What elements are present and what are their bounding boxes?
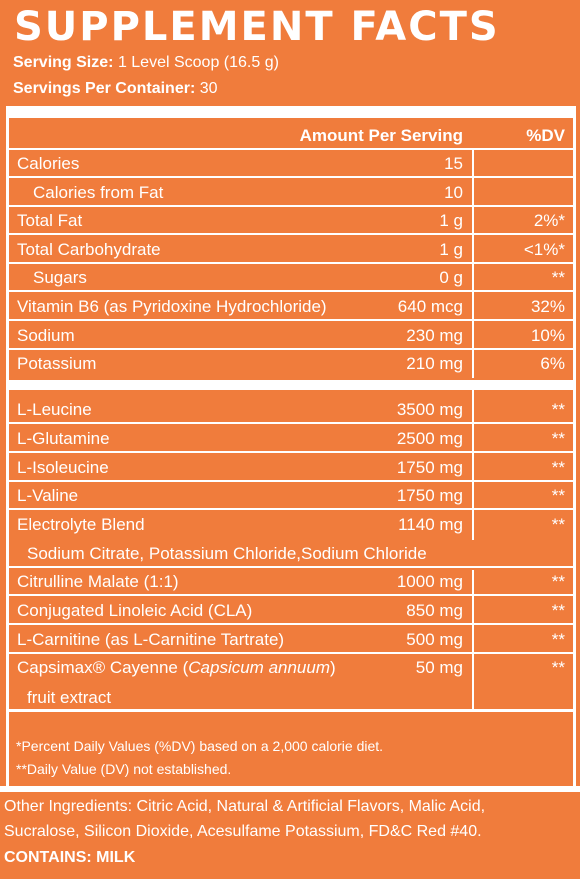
table-row: Citrulline Malate (1:1) 1000 mg **	[9, 568, 573, 596]
ingredient-amount: 850 mg	[406, 600, 463, 620]
ingredient-dv: **	[551, 457, 565, 477]
ingredient-dv: **	[551, 428, 565, 448]
table-row: Total Fat 1 g 2%*	[9, 207, 573, 236]
ingredient-amount: 1750 mg	[396, 457, 463, 477]
table-row: Calories 15	[9, 150, 573, 178]
ingredient-dv: **	[551, 486, 565, 506]
ingredient-name: Citrulline Malate (1:1)	[17, 572, 179, 591]
electrolyte-sub-ingredients: Sodium Citrate, Potassium Chloride,Sodiu…	[27, 544, 427, 563]
ingredient-dv: 10%	[530, 325, 565, 345]
ingredient-name: L-Valine	[17, 486, 79, 506]
table-row: Capsimax® Cayenne (Capsicum annuum) frui…	[9, 654, 573, 712]
ingredient-name: Calories	[17, 154, 80, 173]
ingredient-dv: **	[551, 400, 565, 419]
table-row: Total Carbohydrate 1 g <1%*	[9, 236, 573, 264]
other-ingredients-line2: Sucralose, Silicon Dioxide, Acesulfame P…	[4, 823, 482, 840]
column-divider	[472, 570, 474, 712]
ingredient-name: Calories from Fat	[33, 182, 164, 202]
ingredient-name: Total Carbohydrate	[17, 239, 161, 259]
column-divider	[472, 390, 474, 540]
servings-value: 30	[199, 80, 218, 97]
page-title: SUPPLEMENT FACTS	[14, 4, 500, 50]
table-row: L-Valine 1750 mg **	[9, 482, 573, 511]
ingredient-dv: 2%*	[533, 211, 565, 231]
other-ingredients-line1: Other Ingredients: Citric Acid, Natural …	[4, 798, 486, 815]
bottom-divider	[0, 786, 580, 792]
serving-size-value: 1 Level Scoop (16.5 g)	[117, 54, 279, 71]
ingredient-dv: **	[551, 629, 565, 649]
ingredient-name: L-Leucine	[17, 400, 92, 419]
ingredient-dv: <1%*	[523, 239, 565, 259]
table-row: Potassium 210 mg 6%	[9, 350, 573, 378]
ingredient-name: Sugars	[33, 268, 87, 288]
capsimax-name-italic: Capsicum annuum	[188, 658, 331, 677]
header-amount: Amount Per Serving	[299, 126, 463, 145]
table-row: L-Leucine 3500 mg **	[9, 396, 573, 424]
ingredient-amount: 1750 mg	[396, 486, 463, 506]
table-row: L-Isoleucine 1750 mg **	[9, 454, 573, 482]
table-row: Sugars 0 g **	[9, 264, 573, 293]
table-row: Sodium Citrate, Potassium Chloride,Sodiu…	[9, 540, 573, 568]
ingredient-name: Electrolyte Blend	[17, 515, 145, 535]
footnote-dv: *Percent Daily Values (%DV) based on a 2…	[16, 738, 384, 754]
ingredient-dv: **	[551, 600, 565, 620]
capsimax-line2: fruit extract	[27, 688, 112, 707]
footnote-dv-not-established: **Daily Value (DV) not established.	[16, 761, 232, 777]
ingredient-dv: **	[551, 268, 565, 288]
column-divider	[472, 150, 474, 378]
capsimax-name-suffix: )	[330, 658, 336, 677]
facts-table-border	[6, 118, 576, 786]
serving-size: Serving Size: 1 Level Scoop (16.5 g)	[13, 53, 279, 73]
ingredient-amount: 1 g	[439, 211, 463, 231]
ingredient-name: L-Isoleucine	[17, 457, 109, 477]
servings-label: Servings Per Container:	[13, 80, 196, 97]
ingredient-name: Sodium	[17, 325, 75, 345]
section-divider	[9, 380, 573, 390]
ingredient-dv: **	[551, 572, 565, 591]
capsimax-dv: **	[551, 658, 565, 677]
ingredient-amount: 2500 mg	[396, 428, 463, 448]
table-row: L-Glutamine 2500 mg **	[9, 425, 573, 453]
servings-per-container: Servings Per Container: 30	[13, 79, 218, 99]
table-row: Electrolyte Blend 1140 mg **	[9, 511, 573, 539]
table-row: Sodium 230 mg 10%	[9, 322, 573, 350]
ingredient-amount: 500 mg	[406, 629, 463, 649]
ingredient-dv: **	[551, 515, 565, 535]
ingredient-amount: 230 mg	[406, 325, 463, 345]
ingredient-name: L-Glutamine	[17, 428, 110, 448]
ingredient-amount: 10	[444, 182, 463, 202]
ingredient-amount: 1000 mg	[396, 572, 463, 591]
table-row: Conjugated Linoleic Acid (CLA) 850 mg **	[9, 597, 573, 625]
ingredient-amount: 210 mg	[406, 354, 463, 374]
serving-size-label: Serving Size:	[13, 54, 114, 71]
header-dv: %DV	[526, 126, 565, 145]
ingredient-name: Vitamin B6 (as Pyridoxine Hydrochloride)	[17, 297, 327, 316]
table-row: Vitamin B6 (as Pyridoxine Hydrochloride)…	[9, 293, 573, 321]
capsimax-amount: 50 mg	[415, 658, 463, 677]
ingredient-amount: 0 g	[439, 268, 463, 288]
ingredient-amount: 640 mcg	[397, 297, 463, 316]
table-row: Calories from Fat 10	[9, 179, 573, 207]
table-row: L-Carnitine (as L-Carnitine Tartrate) 500…	[9, 626, 573, 654]
ingredient-amount: 1 g	[439, 239, 463, 259]
table-header: Amount Per Serving %DV	[9, 122, 573, 150]
ingredient-amount: 1140 mg	[398, 515, 463, 535]
ingredient-name: Potassium	[17, 354, 97, 374]
ingredient-amount: 3500 mg	[396, 400, 463, 419]
capsimax-name: Capsimax® Cayenne (Capsicum annuum)	[17, 654, 336, 682]
capsimax-name-prefix: Capsimax® Cayenne (	[17, 658, 189, 677]
ingredient-dv: 6%	[540, 354, 565, 374]
top-divider	[6, 106, 576, 118]
ingredient-amount: 15	[444, 154, 463, 173]
contains-allergen: CONTAINS: MILK	[4, 849, 136, 866]
ingredient-name: Conjugated Linoleic Acid (CLA)	[17, 600, 253, 620]
ingredient-name: Total Fat	[17, 211, 83, 231]
ingredient-name: L-Carnitine (as L-Carnitine Tartrate)	[17, 629, 285, 649]
ingredient-dv: 32%	[530, 297, 565, 316]
